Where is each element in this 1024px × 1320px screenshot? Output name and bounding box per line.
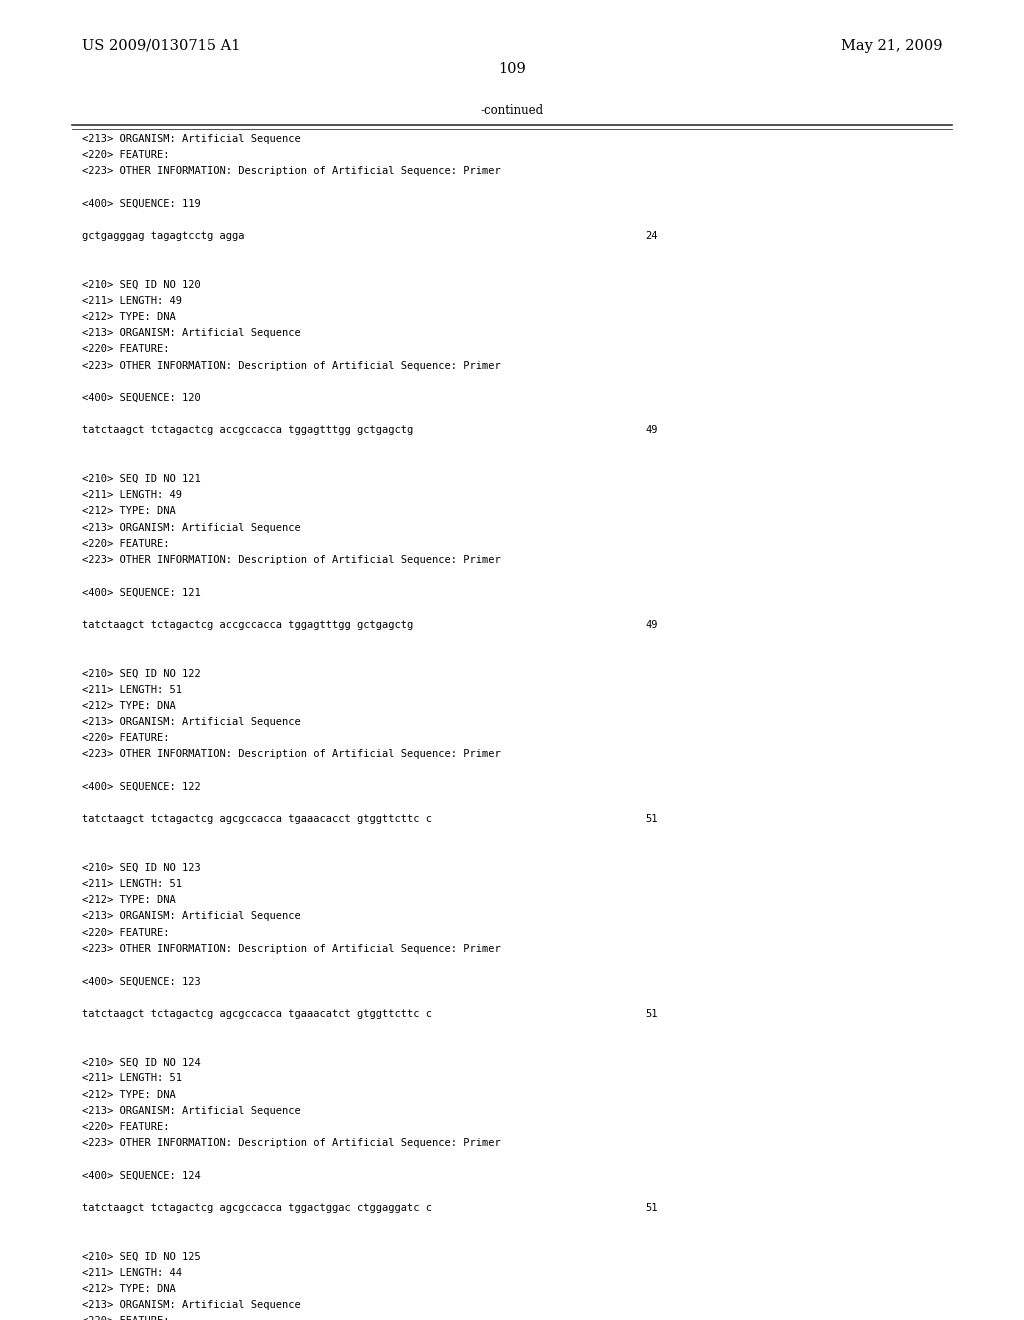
Text: <212> TYPE: DNA: <212> TYPE: DNA — [82, 312, 176, 322]
Text: -continued: -continued — [480, 104, 544, 117]
Text: <400> SEQUENCE: 119: <400> SEQUENCE: 119 — [82, 199, 201, 209]
Text: tatctaagct tctagactcg agcgccacca tgaaacatct gtggttcttc c: tatctaagct tctagactcg agcgccacca tgaaaca… — [82, 1008, 432, 1019]
Text: 51: 51 — [645, 1203, 657, 1213]
Text: <210> SEQ ID NO 123: <210> SEQ ID NO 123 — [82, 863, 201, 873]
Text: <213> ORGANISM: Artificial Sequence: <213> ORGANISM: Artificial Sequence — [82, 523, 301, 533]
Text: 51: 51 — [645, 814, 657, 824]
Text: tatctaagct tctagactcg accgccacca tggagtttgg gctgagctg: tatctaagct tctagactcg accgccacca tggagtt… — [82, 620, 413, 630]
Text: <400> SEQUENCE: 123: <400> SEQUENCE: 123 — [82, 977, 201, 986]
Text: tatctaagct tctagactcg accgccacca tggagtttgg gctgagctg: tatctaagct tctagactcg accgccacca tggagtt… — [82, 425, 413, 436]
Text: gctgagggag tagagtcctg agga: gctgagggag tagagtcctg agga — [82, 231, 245, 242]
Text: <212> TYPE: DNA: <212> TYPE: DNA — [82, 701, 176, 711]
Text: <400> SEQUENCE: 121: <400> SEQUENCE: 121 — [82, 587, 201, 598]
Text: <213> ORGANISM: Artificial Sequence: <213> ORGANISM: Artificial Sequence — [82, 717, 301, 727]
Text: <223> OTHER INFORMATION: Description of Artificial Sequence: Primer: <223> OTHER INFORMATION: Description of … — [82, 944, 501, 954]
Text: 24: 24 — [645, 231, 657, 242]
Text: 109: 109 — [498, 62, 526, 77]
Text: <223> OTHER INFORMATION: Description of Artificial Sequence: Primer: <223> OTHER INFORMATION: Description of … — [82, 360, 501, 371]
Text: tatctaagct tctagactcg agcgccacca tggactggac ctggaggatc c: tatctaagct tctagactcg agcgccacca tggactg… — [82, 1203, 432, 1213]
Text: <210> SEQ ID NO 120: <210> SEQ ID NO 120 — [82, 280, 201, 289]
Text: <400> SEQUENCE: 122: <400> SEQUENCE: 122 — [82, 781, 201, 792]
Text: May 21, 2009: May 21, 2009 — [841, 38, 942, 53]
Text: <220> FEATURE:: <220> FEATURE: — [82, 345, 169, 355]
Text: <220> FEATURE:: <220> FEATURE: — [82, 734, 169, 743]
Text: <212> TYPE: DNA: <212> TYPE: DNA — [82, 507, 176, 516]
Text: <212> TYPE: DNA: <212> TYPE: DNA — [82, 895, 176, 906]
Text: <211> LENGTH: 44: <211> LENGTH: 44 — [82, 1269, 182, 1278]
Text: <213> ORGANISM: Artificial Sequence: <213> ORGANISM: Artificial Sequence — [82, 329, 301, 338]
Text: <213> ORGANISM: Artificial Sequence: <213> ORGANISM: Artificial Sequence — [82, 1106, 301, 1115]
Text: <213> ORGANISM: Artificial Sequence: <213> ORGANISM: Artificial Sequence — [82, 1300, 301, 1311]
Text: <210> SEQ ID NO 121: <210> SEQ ID NO 121 — [82, 474, 201, 484]
Text: <211> LENGTH: 51: <211> LENGTH: 51 — [82, 685, 182, 694]
Text: <212> TYPE: DNA: <212> TYPE: DNA — [82, 1284, 176, 1294]
Text: <400> SEQUENCE: 124: <400> SEQUENCE: 124 — [82, 1171, 201, 1180]
Text: <210> SEQ ID NO 122: <210> SEQ ID NO 122 — [82, 668, 201, 678]
Text: <400> SEQUENCE: 120: <400> SEQUENCE: 120 — [82, 393, 201, 403]
Text: <220> FEATURE:: <220> FEATURE: — [82, 150, 169, 160]
Text: <211> LENGTH: 49: <211> LENGTH: 49 — [82, 490, 182, 500]
Text: <223> OTHER INFORMATION: Description of Artificial Sequence: Primer: <223> OTHER INFORMATION: Description of … — [82, 1138, 501, 1148]
Text: 51: 51 — [645, 1008, 657, 1019]
Text: <211> LENGTH: 51: <211> LENGTH: 51 — [82, 879, 182, 890]
Text: <213> ORGANISM: Artificial Sequence: <213> ORGANISM: Artificial Sequence — [82, 912, 301, 921]
Text: US 2009/0130715 A1: US 2009/0130715 A1 — [82, 38, 241, 53]
Text: tatctaagct tctagactcg agcgccacca tgaaacacct gtggttcttc c: tatctaagct tctagactcg agcgccacca tgaaaca… — [82, 814, 432, 824]
Text: <220> FEATURE:: <220> FEATURE: — [82, 928, 169, 937]
Text: 49: 49 — [645, 425, 657, 436]
Text: <223> OTHER INFORMATION: Description of Artificial Sequence: Primer: <223> OTHER INFORMATION: Description of … — [82, 556, 501, 565]
Text: <220> FEATURE:: <220> FEATURE: — [82, 539, 169, 549]
Text: <210> SEQ ID NO 124: <210> SEQ ID NO 124 — [82, 1057, 201, 1068]
Text: <223> OTHER INFORMATION: Description of Artificial Sequence: Primer: <223> OTHER INFORMATION: Description of … — [82, 750, 501, 759]
Text: <220> FEATURE:: <220> FEATURE: — [82, 1316, 169, 1320]
Text: <223> OTHER INFORMATION: Description of Artificial Sequence: Primer: <223> OTHER INFORMATION: Description of … — [82, 166, 501, 177]
Text: <211> LENGTH: 49: <211> LENGTH: 49 — [82, 296, 182, 306]
Text: <212> TYPE: DNA: <212> TYPE: DNA — [82, 1090, 176, 1100]
Text: 49: 49 — [645, 620, 657, 630]
Text: <210> SEQ ID NO 125: <210> SEQ ID NO 125 — [82, 1251, 201, 1262]
Text: <211> LENGTH: 51: <211> LENGTH: 51 — [82, 1073, 182, 1084]
Text: <213> ORGANISM: Artificial Sequence: <213> ORGANISM: Artificial Sequence — [82, 133, 301, 144]
Text: <220> FEATURE:: <220> FEATURE: — [82, 1122, 169, 1133]
